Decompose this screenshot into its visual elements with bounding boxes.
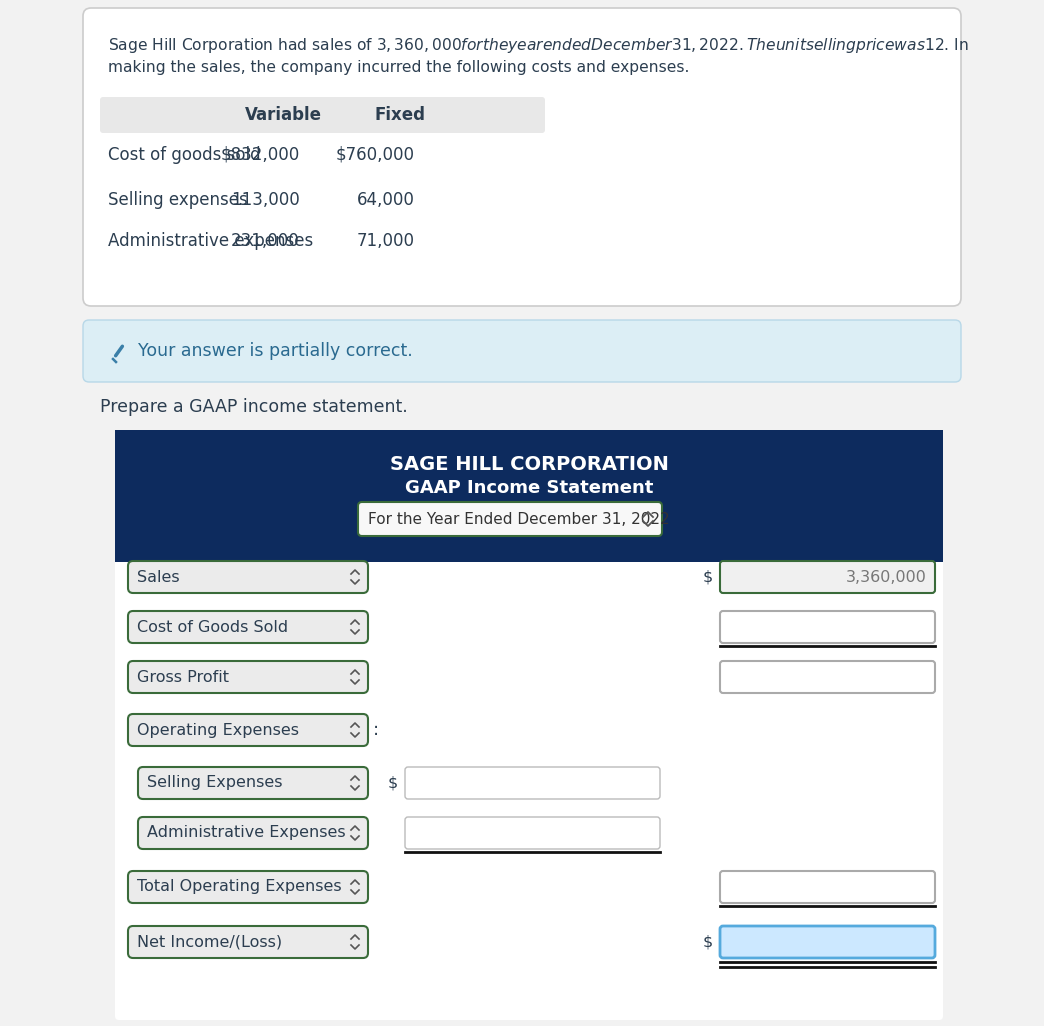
Text: Cost of goods sold: Cost of goods sold [108, 146, 261, 164]
FancyBboxPatch shape [138, 817, 367, 849]
Text: 113,000: 113,000 [232, 191, 300, 209]
Text: Administrative expenses: Administrative expenses [108, 232, 313, 250]
FancyBboxPatch shape [720, 661, 935, 693]
FancyBboxPatch shape [720, 611, 935, 643]
FancyBboxPatch shape [720, 926, 935, 958]
Text: Operating Expenses: Operating Expenses [137, 722, 299, 738]
Text: $760,000: $760,000 [336, 146, 416, 164]
Text: making the sales, the company incurred the following costs and expenses.: making the sales, the company incurred t… [108, 60, 689, 75]
Text: $: $ [388, 776, 398, 790]
FancyBboxPatch shape [405, 817, 660, 849]
FancyBboxPatch shape [358, 502, 662, 536]
Text: Gross Profit: Gross Profit [137, 670, 229, 684]
FancyBboxPatch shape [128, 611, 367, 643]
FancyBboxPatch shape [128, 561, 367, 593]
Text: Sales: Sales [137, 569, 180, 585]
Text: $: $ [703, 569, 713, 585]
Text: Sage Hill Corporation had sales of $3,360,000 for the year ended December 31, 20: Sage Hill Corporation had sales of $3,36… [108, 36, 969, 55]
FancyBboxPatch shape [115, 430, 943, 1020]
Text: :: : [373, 721, 379, 739]
Text: 64,000: 64,000 [357, 191, 416, 209]
Text: Your answer is partially correct.: Your answer is partially correct. [138, 342, 412, 360]
FancyBboxPatch shape [100, 97, 545, 133]
FancyBboxPatch shape [138, 767, 367, 799]
Text: $832,000: $832,000 [220, 146, 300, 164]
Text: Selling Expenses: Selling Expenses [147, 776, 283, 790]
Text: 3,360,000: 3,360,000 [846, 569, 927, 585]
Text: Selling expenses: Selling expenses [108, 191, 247, 209]
FancyBboxPatch shape [84, 320, 960, 382]
Text: 231,000: 231,000 [232, 232, 300, 250]
FancyBboxPatch shape [128, 714, 367, 746]
FancyBboxPatch shape [84, 8, 960, 306]
Text: Fixed: Fixed [375, 106, 426, 124]
Text: Net Income/(Loss): Net Income/(Loss) [137, 935, 282, 949]
Text: GAAP Income Statement: GAAP Income Statement [405, 479, 654, 497]
Text: Total Operating Expenses: Total Operating Expenses [137, 879, 341, 895]
Text: Cost of Goods Sold: Cost of Goods Sold [137, 620, 288, 634]
FancyBboxPatch shape [128, 871, 367, 903]
FancyBboxPatch shape [405, 767, 660, 799]
Text: SAGE HILL CORPORATION: SAGE HILL CORPORATION [389, 455, 668, 474]
Text: For the Year Ended December 31, 2022: For the Year Ended December 31, 2022 [367, 512, 669, 526]
FancyBboxPatch shape [720, 561, 935, 593]
Text: Variable: Variable [244, 106, 322, 124]
Text: 71,000: 71,000 [357, 232, 416, 250]
FancyBboxPatch shape [720, 871, 935, 903]
FancyBboxPatch shape [128, 661, 367, 693]
Text: $: $ [703, 935, 713, 949]
Text: Administrative Expenses: Administrative Expenses [147, 826, 346, 840]
Text: Prepare a GAAP income statement.: Prepare a GAAP income statement. [100, 398, 408, 416]
Bar [115, 430, 943, 562]
FancyBboxPatch shape [128, 926, 367, 958]
